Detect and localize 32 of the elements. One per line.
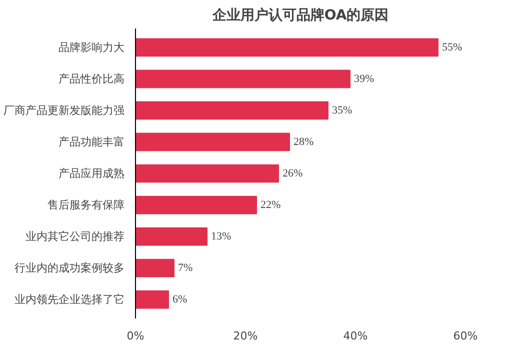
y-tick-label: 业内领先企业选择了它: [14, 293, 124, 306]
bar: [136, 132, 290, 152]
bar: [136, 196, 257, 214]
y-tick-label: 厂商产品更新发版能力强: [4, 104, 124, 117]
chart-title: 企业用户认可品牌OA的原因: [211, 6, 389, 24]
x-tick-label: 20%: [233, 330, 258, 342]
y-tick-label: 业内其它公司的推荐: [26, 230, 124, 244]
bar: [136, 38, 438, 57]
bar: [136, 227, 208, 246]
data-label: 55%: [442, 41, 462, 54]
y-tick-label: 行业内的成功案例较多: [14, 262, 124, 275]
bar: [136, 258, 174, 278]
data-label: 22%: [260, 199, 281, 212]
y-tick-label: 产品性价比高: [58, 72, 124, 86]
x-tick-label: 60%: [453, 330, 478, 342]
bar: [136, 290, 169, 309]
data-label: 39%: [354, 72, 374, 85]
bar: [136, 70, 350, 88]
data-label: 7%: [178, 262, 193, 274]
y-tick-label: 品牌影响力大: [58, 40, 124, 54]
data-label: 35%: [332, 104, 352, 116]
y-tick-label: 产品功能丰富: [58, 135, 124, 148]
data-label: 26%: [282, 168, 303, 180]
bar: [136, 101, 328, 120]
y-tick-label: 产品应用成熟: [58, 167, 124, 180]
data-label: 13%: [211, 230, 232, 243]
data-label: 28%: [294, 136, 314, 148]
x-tick-label: 40%: [343, 330, 368, 342]
x-tick-label: 0%: [126, 330, 144, 342]
bar: [136, 164, 279, 183]
y-tick-label: 售后服务有保障: [48, 198, 124, 212]
data-label: 6%: [172, 294, 188, 306]
